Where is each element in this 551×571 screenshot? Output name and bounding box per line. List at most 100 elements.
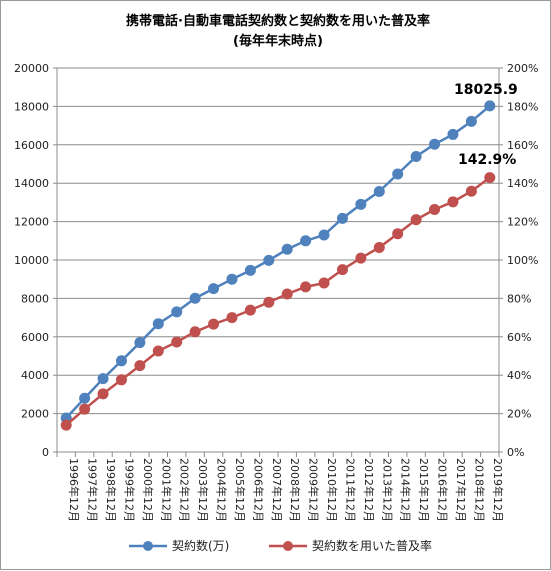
- right-tick-label: 60%: [507, 331, 531, 344]
- legend-marker: [143, 541, 153, 551]
- data-point: [318, 277, 330, 289]
- x-tick-label: 2008年12月: [288, 458, 302, 522]
- x-tick-label: 2017年12月: [454, 458, 468, 522]
- left-tick-label: 8000: [21, 292, 49, 305]
- left-tick-label: 0: [42, 446, 49, 459]
- data-point: [79, 403, 91, 415]
- data-point: [97, 373, 109, 385]
- data-point: [429, 204, 441, 216]
- left-tick-label: 10000: [14, 254, 49, 267]
- x-tick-label: 2002年12月: [178, 458, 192, 522]
- x-tick-label: 2004年12月: [215, 458, 229, 522]
- data-point: [484, 100, 496, 112]
- data-point: [318, 229, 330, 241]
- left-tick-label: 2000: [21, 408, 49, 421]
- legend-label: 契約数を用いた普及率: [312, 538, 432, 553]
- annotation-last-contracts: 18025.9: [454, 82, 518, 98]
- right-tick-label: 80%: [507, 292, 531, 305]
- data-point: [226, 312, 238, 324]
- data-point: [465, 115, 477, 127]
- data-point: [484, 172, 496, 184]
- x-tick-label: 2013年12月: [380, 458, 394, 522]
- x-tick-label: 2005年12月: [233, 458, 247, 522]
- data-point: [336, 264, 348, 276]
- data-point: [300, 235, 312, 247]
- data-point: [152, 345, 164, 357]
- right-tick-label: 200%: [507, 62, 538, 75]
- data-point: [171, 336, 183, 348]
- x-tick-label: 2012年12月: [362, 458, 376, 522]
- x-tick-label: 2006年12月: [251, 458, 265, 522]
- data-point: [208, 283, 220, 295]
- right-tick-label: 40%: [507, 369, 531, 382]
- x-tick-label: 1999年12月: [122, 458, 136, 522]
- x-tick-label: 2011年12月: [343, 458, 357, 522]
- data-point: [115, 374, 127, 386]
- data-point: [373, 185, 385, 197]
- right-axis-ticks: 0% 20% 40% 60% 80% 100% 120% 140% 160% 180% 200%: [507, 62, 538, 459]
- series-line-0: [65, 104, 491, 419]
- gridlines: [57, 67, 499, 453]
- data-point: [263, 254, 275, 266]
- left-tick-label: 14000: [14, 177, 49, 190]
- right-tick-label: 0%: [507, 446, 524, 459]
- axes: [53, 67, 503, 457]
- data-point: [300, 281, 312, 293]
- data-point: [392, 168, 404, 180]
- data-point: [465, 185, 477, 197]
- x-tick-label: 2009年12月: [307, 458, 321, 522]
- data-point: [115, 355, 127, 367]
- x-tick-label: 1996年12月: [67, 458, 81, 522]
- data-point: [429, 138, 441, 150]
- left-tick-label: 6000: [21, 331, 49, 344]
- left-tick-label: 4000: [21, 369, 49, 382]
- data-point: [226, 273, 238, 285]
- x-tick-label: 2014年12月: [399, 458, 413, 522]
- data-point: [244, 304, 256, 316]
- data-point: [97, 388, 109, 400]
- x-tick-label: 2007年12月: [270, 458, 284, 522]
- right-tick-label: 180%: [507, 100, 538, 113]
- x-tick-label: 2003年12月: [196, 458, 210, 522]
- x-axis-ticks: 1996年12月 1997年12月 1998年12月 1999年12月 2000年12月…: [67, 458, 505, 522]
- x-tick-label: 1998年12月: [104, 458, 118, 522]
- right-tick-label: 160%: [507, 139, 538, 152]
- data-point: [134, 337, 146, 349]
- left-axis-ticks: 0 2000 4000 6000 8000 10000 12000 14000 16000 180…: [14, 62, 49, 459]
- right-tick-label: 20%: [507, 408, 531, 421]
- right-tick-label: 100%: [507, 254, 538, 267]
- chart-title: 携帯電話·自動車電話契約数と契約数を用いた普及率: [126, 13, 430, 29]
- data-point: [208, 318, 220, 330]
- x-tick-label: 2019年12月: [491, 458, 505, 522]
- chart-subtitle: (毎年年末時点): [233, 33, 323, 49]
- left-tick-label: 12000: [14, 216, 49, 229]
- data-point: [189, 292, 201, 304]
- legend-marker: [283, 541, 293, 551]
- series-layer: [60, 100, 496, 431]
- legend-label: 契約数(万): [172, 538, 229, 553]
- x-tick-label: 2015年12月: [417, 458, 431, 522]
- data-point: [373, 242, 385, 254]
- data-point: [336, 212, 348, 224]
- right-tick-label: 140%: [507, 177, 538, 190]
- x-tick-label: 2010年12月: [325, 458, 339, 522]
- annotation-last-rate: 142.9%: [458, 152, 516, 168]
- data-point: [281, 243, 293, 255]
- left-tick-label: 18000: [14, 100, 49, 113]
- data-point: [152, 318, 164, 330]
- left-tick-label: 16000: [14, 139, 49, 152]
- left-tick-label: 20000: [14, 62, 49, 75]
- x-tick-label: 2001年12月: [159, 458, 173, 522]
- data-point: [79, 392, 91, 404]
- data-point: [355, 252, 367, 264]
- data-point: [355, 198, 367, 210]
- data-point: [410, 214, 422, 226]
- data-point: [171, 306, 183, 318]
- x-tick-label: 2016年12月: [436, 458, 450, 522]
- x-tick-label: 1997年12月: [86, 458, 100, 522]
- data-point: [410, 151, 422, 163]
- data-point: [263, 296, 275, 308]
- data-point: [447, 128, 459, 140]
